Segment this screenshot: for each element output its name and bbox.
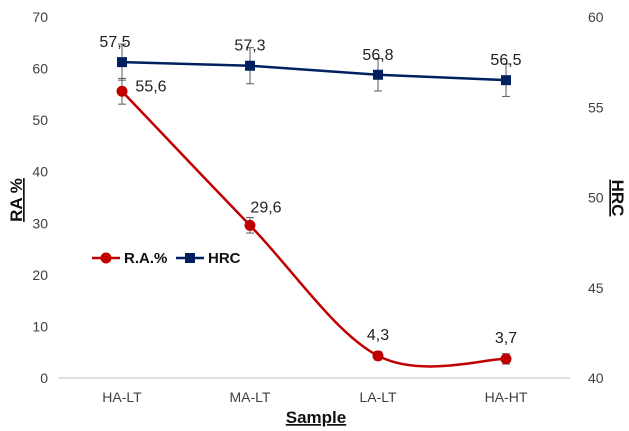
data-point <box>245 60 255 71</box>
data-label: 29,6 <box>250 199 281 216</box>
left-tick-label: 40 <box>32 164 48 180</box>
right-y-axis-title: HRC <box>608 180 627 217</box>
left-tick-label: 20 <box>32 267 48 283</box>
legend-marker <box>185 253 195 263</box>
left-tick-label: 10 <box>32 318 48 334</box>
left-y-axis-title: RA % <box>7 178 26 222</box>
data-point <box>373 69 383 80</box>
data-point <box>372 350 384 362</box>
data-label: 56,8 <box>362 47 393 64</box>
data-label: 3,7 <box>495 330 517 347</box>
left-y-axis: 0 10 20 30 40 50 60 70 <box>32 9 48 386</box>
legend-label: HRC <box>208 250 241 267</box>
left-tick-label: 30 <box>32 215 48 231</box>
data-label: 56,5 <box>490 52 521 69</box>
right-tick-label: 40 <box>588 370 604 386</box>
left-tick-label: 70 <box>32 9 48 25</box>
legend-item-hrc: HRC <box>176 250 241 267</box>
data-label: 4,3 <box>367 327 389 344</box>
right-tick-label: 60 <box>588 9 604 25</box>
x-axis: HA-LT MA-LT LA-LT HA-HT <box>102 389 528 405</box>
data-point <box>501 75 511 86</box>
series-layer: 55,6 29,6 4,3 3,7 57,5 57,3 56,8 56,5 <box>99 34 522 368</box>
x-tick-label: MA-LT <box>230 389 271 405</box>
left-tick-label: 50 <box>32 112 48 128</box>
series-ra: 55,6 29,6 4,3 3,7 <box>116 77 517 368</box>
data-point <box>500 353 512 365</box>
legend: R.A.% HRC <box>92 250 241 267</box>
series-hrc: 57,5 57,3 56,8 56,5 <box>99 34 522 97</box>
x-tick-label: HA-HT <box>485 389 528 405</box>
data-point <box>244 219 256 231</box>
data-label: 57,3 <box>234 38 265 55</box>
series-line-hrc <box>121 60 507 82</box>
x-tick-label: LA-LT <box>359 389 397 405</box>
data-point <box>117 57 127 68</box>
series-line-ra <box>121 90 507 368</box>
left-tick-label: 0 <box>40 370 48 386</box>
right-tick-label: 50 <box>588 190 604 206</box>
data-point <box>116 85 128 97</box>
data-label: 57,5 <box>99 34 130 51</box>
legend-label: R.A.% <box>124 250 167 267</box>
right-y-axis: 40 45 50 55 60 <box>588 9 604 386</box>
data-label: 55,6 <box>135 78 166 95</box>
x-tick-label: HA-LT <box>102 389 142 405</box>
legend-item-ra: R.A.% <box>92 250 167 267</box>
right-tick-label: 45 <box>588 280 604 296</box>
left-tick-label: 60 <box>32 61 48 77</box>
right-tick-label: 55 <box>588 99 604 115</box>
legend-marker <box>100 252 112 264</box>
x-axis-title: Sample <box>286 408 346 427</box>
